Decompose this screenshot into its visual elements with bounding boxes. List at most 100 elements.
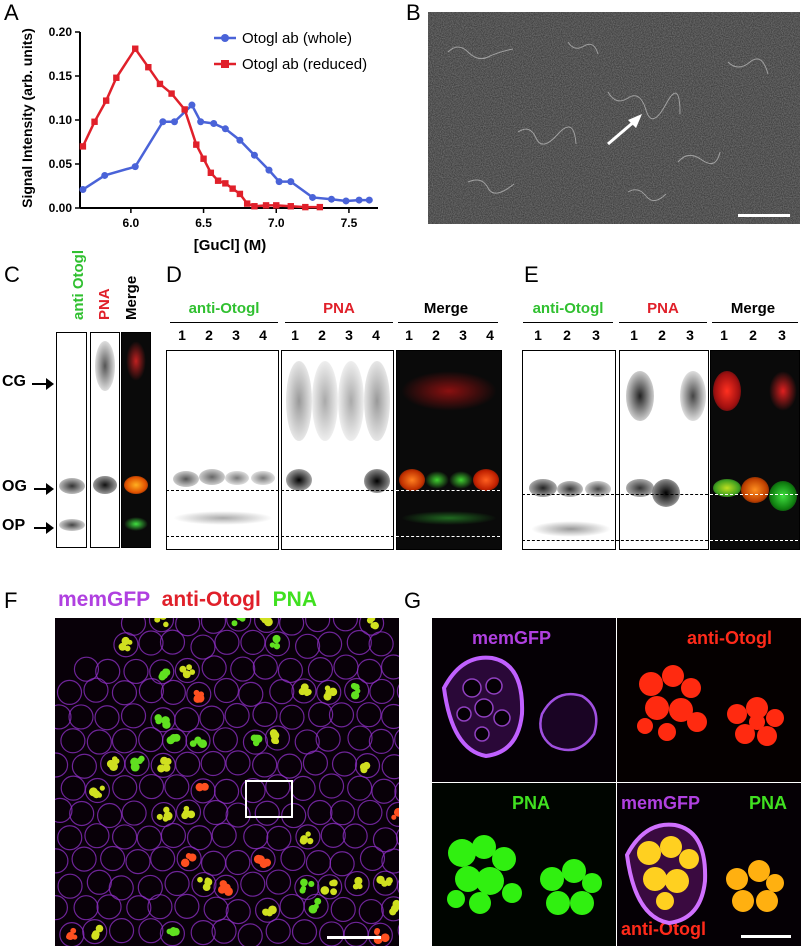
- granule: [189, 669, 196, 675]
- cell-outline: [369, 678, 395, 705]
- lane-number: 3: [778, 327, 786, 343]
- cell-outline: [254, 800, 280, 826]
- band: [741, 477, 769, 503]
- column-label-pna: PNA: [96, 288, 113, 320]
- granule: [306, 837, 314, 845]
- data-point: [210, 120, 218, 128]
- cell-outline: [96, 802, 123, 829]
- panel-label-e: E: [524, 262, 539, 287]
- cell-outline: [213, 778, 240, 805]
- cell-outline: [201, 655, 227, 681]
- data-point: [200, 155, 207, 162]
- cell-outline: [69, 800, 95, 827]
- scale-bar: [741, 935, 791, 938]
- cell-outline: [386, 801, 399, 827]
- arrowhead-op-icon: [46, 522, 54, 534]
- data-point: [287, 203, 294, 210]
- cell-outline: [316, 679, 342, 705]
- cell-outline: [138, 726, 164, 753]
- data-point: [302, 203, 309, 211]
- band: [312, 361, 338, 441]
- granule: [239, 618, 246, 622]
- panel-g-pna: PNA: [432, 783, 616, 946]
- granule: [273, 738, 280, 745]
- lane-number: 2: [432, 327, 440, 343]
- lane-number: 2: [563, 327, 571, 343]
- cell-outline: [121, 800, 147, 826]
- data-point: [168, 90, 175, 97]
- granule: [197, 876, 203, 883]
- y-tick-label: 0.00: [49, 201, 73, 215]
- cell-outline: [242, 729, 269, 755]
- granule: [308, 904, 318, 914]
- band: [449, 471, 473, 489]
- granule: [163, 806, 170, 814]
- cell-outline: [174, 707, 200, 733]
- band: [626, 479, 654, 497]
- blot-e-pna: [619, 350, 709, 550]
- data-point: [170, 118, 178, 126]
- x-tick-label: 6.0: [123, 216, 140, 230]
- cell-outline: [277, 657, 303, 684]
- cell-outline: [190, 919, 216, 946]
- cell-outline: [56, 679, 83, 706]
- granule: [70, 927, 77, 934]
- granule: [201, 783, 208, 791]
- band: [401, 511, 497, 525]
- granule: [189, 740, 197, 747]
- cell-outline: [294, 633, 321, 659]
- cell-outline: [108, 918, 135, 944]
- band: [769, 481, 797, 511]
- granule: [305, 688, 312, 696]
- data-point: [193, 141, 200, 148]
- cell-outline: [305, 618, 331, 633]
- cell-outline: [82, 919, 108, 945]
- cell-outline: [55, 752, 69, 778]
- cell-outline: [175, 618, 201, 637]
- cell-outline: [191, 871, 217, 898]
- lane-number: 3: [345, 327, 353, 343]
- lane-number: 1: [534, 327, 542, 343]
- cell-outline: [86, 869, 112, 895]
- cell-outline: [441, 655, 598, 759]
- band: [425, 471, 449, 489]
- cell-outline: [381, 703, 399, 730]
- band: [473, 469, 499, 491]
- cell-outline: [203, 799, 229, 826]
- data-point: [316, 203, 324, 211]
- granule: [231, 620, 238, 627]
- band: [529, 479, 557, 497]
- cell-outline: [150, 846, 176, 872]
- cell-outline: [213, 677, 240, 704]
- granule: [352, 683, 360, 691]
- granule: [328, 687, 338, 697]
- granule: [162, 668, 171, 677]
- band: [338, 361, 364, 441]
- cell-outline: [315, 726, 341, 752]
- cell-outline: [186, 681, 212, 707]
- panel-label-b: B: [406, 0, 421, 25]
- chart-series: [79, 45, 373, 211]
- lane-number: 1: [630, 327, 638, 343]
- cell-outline: [381, 754, 399, 780]
- cell-outline: [290, 775, 316, 801]
- band: [652, 479, 680, 507]
- data-point: [131, 163, 139, 171]
- cell-outline: [380, 654, 399, 680]
- data-point: [327, 195, 335, 203]
- data-point: [236, 136, 244, 144]
- cell-outline: [84, 777, 111, 804]
- lane-number: 3: [592, 327, 600, 343]
- granule: [394, 902, 399, 910]
- lane-number: 1: [291, 327, 299, 343]
- cell-outline: [159, 629, 186, 655]
- cell-outline: [138, 918, 164, 944]
- granule: [185, 853, 192, 859]
- scale-bar: [327, 936, 381, 939]
- granule: [130, 762, 140, 772]
- panel-a-line-chart: 0.00 0.05 0.10 0.15 0.20 6.0 6.5 7.0 7.5 Otogl a…: [19, 25, 378, 254]
- arrow-cg-icon: [32, 383, 50, 385]
- band: [286, 469, 312, 491]
- data-point: [250, 151, 258, 159]
- cell-outline: [86, 729, 112, 755]
